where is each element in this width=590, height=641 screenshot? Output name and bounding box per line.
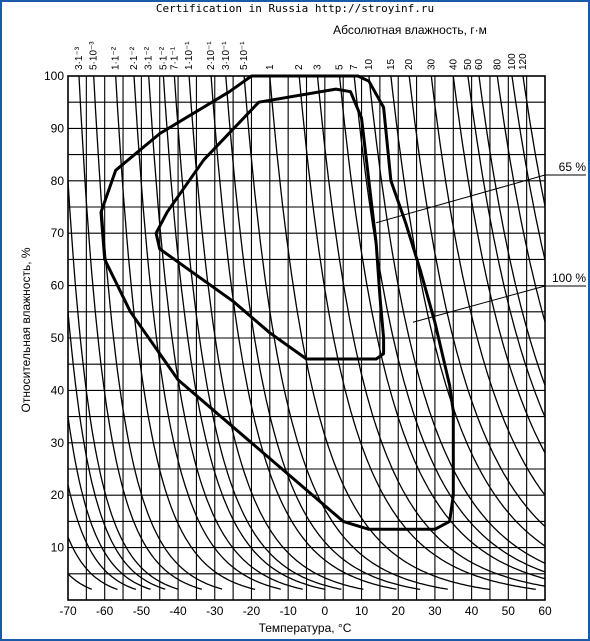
top-tick-label: 80 <box>492 58 503 70</box>
y-axis-label: Относительная влажность, % <box>19 247 33 412</box>
top-tick-label: 60 <box>474 58 485 70</box>
top-tick-label: 3·10⁻¹ <box>221 41 232 70</box>
abs-humidity-curve <box>452 75 546 454</box>
abs-humidity-curve <box>430 75 546 496</box>
top-tick-label: 5·10⁻³ <box>89 41 100 70</box>
x-tick-label: 50 <box>502 604 516 618</box>
top-tick-label: 30 <box>426 58 437 70</box>
x-tick-labels: -70 -60 -50 -40 -30 -20 -10 0 10 20 30 40 50 60 <box>59 604 552 618</box>
abs-humidity-curve <box>243 75 448 590</box>
abs-humidity-curve <box>298 75 536 590</box>
x-tick-label: -20 <box>243 604 261 618</box>
x-tick-label: -70 <box>59 604 77 618</box>
abs-humidity-curve <box>338 75 546 580</box>
x-tick-label: -10 <box>279 604 297 618</box>
x-tick-label: -50 <box>133 604 151 618</box>
abs-humidity-curve <box>115 75 256 591</box>
abs-humidity-curve <box>188 75 364 590</box>
abs-humidity-curve <box>67 180 179 590</box>
abs-humidity-curve <box>173 75 342 590</box>
abs-humidity-curve <box>67 484 137 591</box>
watermark-text: Certification in Russia http://stroyinf.… <box>156 2 434 15</box>
y-tick-label: 60 <box>51 279 65 293</box>
x-tick-label: 0 <box>322 604 329 618</box>
top-tick-label: 15 <box>386 58 397 70</box>
annotations: 65 % 100 % <box>376 160 587 323</box>
abs-humidity-curve <box>368 75 546 564</box>
top-tick-label: 10 <box>364 58 375 70</box>
top-tick-label: 2 <box>294 64 305 70</box>
x-tick-label: 60 <box>538 604 552 618</box>
x-axis-label: Температура, °C <box>259 621 352 635</box>
abs-humidity-curve <box>93 75 223 590</box>
abs-humidity-curve <box>478 75 546 386</box>
y-tick-label: 70 <box>51 226 65 240</box>
top-tick-label: 1·1⁻² <box>111 46 122 70</box>
abs-humidity-curve <box>78 75 203 590</box>
abs-humidity-curve <box>67 573 93 590</box>
y-tick-label: 10 <box>51 541 65 555</box>
top-tick-label: 40 <box>448 58 459 70</box>
abs-humidity-curve <box>496 75 546 322</box>
top-tick-label: 7 <box>349 64 360 70</box>
annotation-leader <box>376 174 546 224</box>
top-tick-label: 3·1⁻³ <box>74 46 85 70</box>
abs-humidity-curve <box>67 536 118 591</box>
top-tick-label: 7·1⁻¹ <box>169 46 180 70</box>
y-tick-label: 20 <box>51 488 65 502</box>
top-tick-label: 120 <box>518 53 529 70</box>
y-tick-labels: 10 20 30 40 50 60 70 80 90 100 <box>44 69 64 555</box>
top-tick-label: 3·1⁻² <box>144 46 155 70</box>
abs-humidity-curve <box>353 75 546 573</box>
abs-humidity-curve <box>522 75 546 207</box>
annotation-label: 100 % <box>552 271 586 285</box>
series-envelope-65-percent <box>154 87 386 361</box>
abs-humidity-curve <box>408 75 546 527</box>
top-tick-label: 5 <box>335 64 346 70</box>
x-tick-label: 10 <box>355 604 369 618</box>
top-tick-label: 50 <box>463 58 474 70</box>
abs-humidity-curve <box>148 75 303 590</box>
x-tick-label: 40 <box>465 604 479 618</box>
chart-axes <box>67 75 546 601</box>
x-tick-label: 20 <box>392 604 406 618</box>
top-tick-label: 5·1⁻² <box>158 46 169 70</box>
top-tick-label: 2·10⁻¹ <box>206 41 217 70</box>
abs-humidity-curve <box>67 416 151 590</box>
plot-frame <box>67 75 546 601</box>
top-tick-label: 5·10⁻¹ <box>239 41 250 70</box>
x-tick-label: -30 <box>206 604 224 618</box>
top-tick-label: 1·10⁻¹ <box>184 41 195 70</box>
chart-series <box>99 74 455 531</box>
y-tick-label: 40 <box>51 383 65 397</box>
top-axis-label: Абсолютная влажность, г·м <box>333 23 487 37</box>
abs-humidity-curve <box>269 75 491 591</box>
abs-humidity-curve <box>225 75 421 591</box>
abs-humidity-curve <box>162 75 325 590</box>
top-tick-label: 20 <box>404 58 415 70</box>
annotation-leader <box>412 285 546 323</box>
abs-humidity-curve <box>67 311 166 590</box>
top-tick-label: 3 <box>313 64 324 70</box>
top-tick-label: 100 <box>507 53 518 70</box>
annotation-label: 65 % <box>559 160 587 174</box>
abs-humidity-curve <box>210 75 397 590</box>
top-tick-labels: 3·1⁻³ 5·10⁻³ 1·1⁻² 2·1⁻² 3·1⁻² 5·1⁻² 7·1⁻¹ 1·10… <box>74 41 529 70</box>
y-tick-label: 50 <box>51 331 65 345</box>
top-tick-label: 2·1⁻² <box>129 46 140 70</box>
x-tick-label: -60 <box>96 604 114 618</box>
top-tick-label: 1 <box>265 64 276 70</box>
x-tick-label: 30 <box>428 604 442 618</box>
y-tick-label: 80 <box>51 174 65 188</box>
x-tick-label: -40 <box>169 604 187 618</box>
y-tick-label: 100 <box>44 69 64 83</box>
absolute-humidity-curves <box>67 75 546 591</box>
y-tick-label: 90 <box>51 121 65 135</box>
series-envelope-100-percent <box>99 74 455 531</box>
y-tick-label: 30 <box>51 436 65 450</box>
